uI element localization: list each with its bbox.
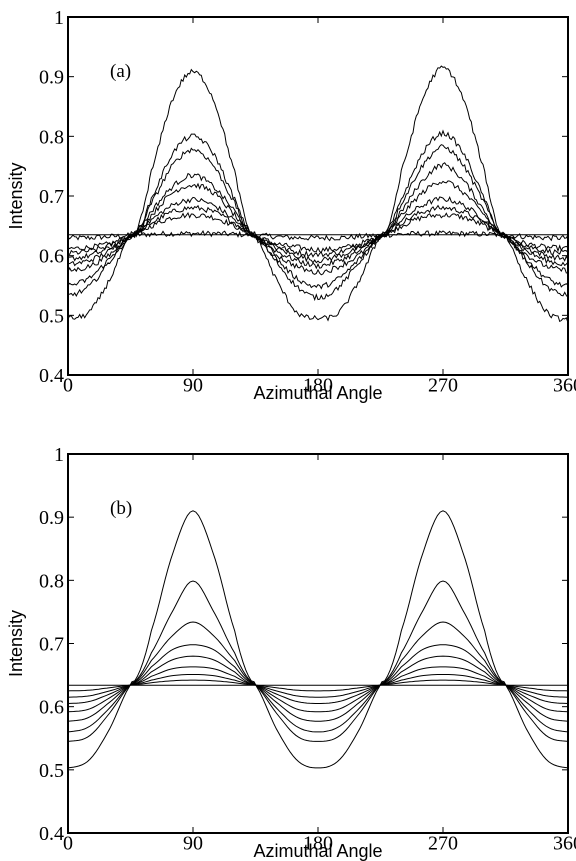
y-tick-label: 0.6 <box>39 697 64 719</box>
x-tick-label: 360 <box>553 833 576 855</box>
y-tick-label: 0.4 <box>39 365 64 387</box>
ticks-group: 0 90 180 270 360 0.4 0.5 0.6 0.7 0.8 0.9 1 <box>39 444 576 855</box>
x-tick-label: 0 <box>63 833 73 855</box>
y-tick-label: 0.7 <box>39 634 64 656</box>
y-tick-label: 0.9 <box>39 507 64 529</box>
y-tick-label: 0.8 <box>39 570 64 592</box>
x-tick-label: 270 <box>428 375 458 397</box>
x-tick-label: 180 <box>303 833 333 855</box>
x-tick-label: 270 <box>428 833 458 855</box>
chart-panel-a: 0 90 180 270 360 0.4 0.5 0.6 0.7 0.8 0.9 1 (a) Azim… <box>6 7 576 403</box>
y-tick-label: 1 <box>54 444 64 466</box>
series-line <box>67 204 569 258</box>
series-line <box>67 644 569 722</box>
series-line <box>67 655 569 713</box>
x-axis-title: Azimuthal Angle <box>253 383 382 403</box>
series-line <box>67 180 569 270</box>
y-axis-title: Intensity <box>6 162 26 229</box>
y-tick-label: 0.8 <box>39 126 64 148</box>
plot-frame <box>67 16 569 376</box>
series-line <box>67 580 569 742</box>
series-line <box>67 230 569 242</box>
y-tick-label: 0.9 <box>39 67 64 89</box>
y-tick-label: 0.6 <box>39 246 64 268</box>
y-tick-label: 0.7 <box>39 186 64 208</box>
y-tick-label: 0.4 <box>39 823 64 845</box>
series-line <box>67 162 569 276</box>
x-tick-label: 0 <box>63 375 73 397</box>
y-axis-title: Intensity <box>6 610 26 677</box>
x-tick-label: 180 <box>303 375 333 397</box>
series-line <box>67 510 569 769</box>
x-tick-label: 90 <box>183 375 203 397</box>
y-tick-label: 0.5 <box>39 305 64 327</box>
series-line <box>67 211 569 254</box>
panel-label: (b) <box>110 498 132 519</box>
x-tick-label: 90 <box>183 833 203 855</box>
series-line <box>67 679 569 692</box>
series-line <box>67 129 569 302</box>
y-tick-label: 1 <box>54 7 64 29</box>
x-tick-label: 360 <box>553 375 576 397</box>
series-line <box>67 196 569 264</box>
ticks-group: 0 90 180 270 360 0.4 0.5 0.6 0.7 0.8 0.9 1 <box>39 7 576 397</box>
x-axis-title: Azimuthal Angle <box>253 841 382 861</box>
series-line <box>67 666 569 704</box>
series-line <box>67 621 569 733</box>
series-line <box>67 144 569 290</box>
plot-frame <box>67 453 569 834</box>
series-line <box>67 65 569 323</box>
series-line <box>67 674 569 698</box>
panel-label: (a) <box>110 61 131 82</box>
y-tick-label: 0.5 <box>39 760 64 782</box>
curves-group <box>67 65 569 323</box>
chart-panel-b: 0 90 180 270 360 0.4 0.5 0.6 0.7 0.8 0.9 1 (b) Azim… <box>6 444 576 861</box>
curves-group <box>67 510 569 769</box>
